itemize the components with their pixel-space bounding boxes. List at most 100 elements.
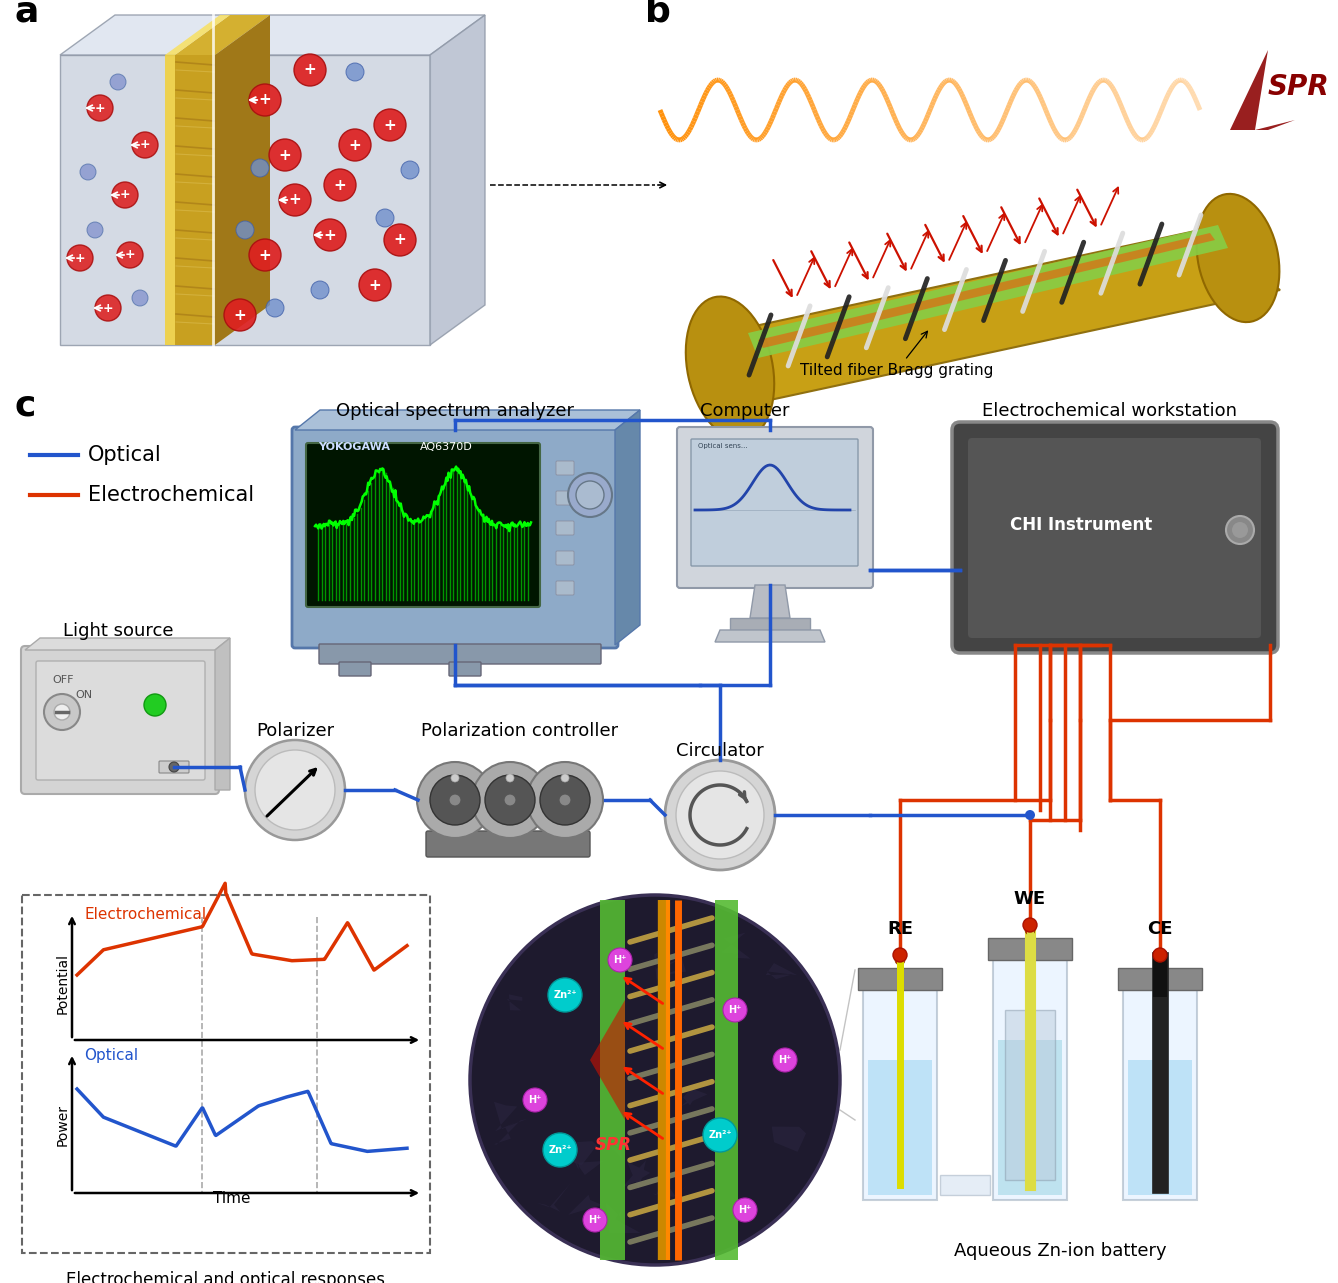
- Polygon shape: [603, 1209, 641, 1233]
- Text: Time: Time: [213, 1191, 250, 1206]
- Circle shape: [249, 83, 281, 115]
- Text: +: +: [258, 92, 272, 108]
- Polygon shape: [748, 225, 1228, 358]
- Polygon shape: [622, 1160, 650, 1189]
- FancyBboxPatch shape: [21, 896, 429, 1253]
- Circle shape: [895, 955, 904, 965]
- Circle shape: [375, 109, 405, 141]
- FancyBboxPatch shape: [159, 761, 189, 772]
- Circle shape: [339, 130, 371, 160]
- Circle shape: [549, 978, 582, 1012]
- Circle shape: [132, 132, 158, 158]
- Circle shape: [543, 1133, 577, 1168]
- Polygon shape: [615, 411, 640, 645]
- Circle shape: [249, 239, 281, 271]
- Circle shape: [429, 775, 480, 825]
- Text: Electrochemical: Electrochemical: [84, 907, 206, 922]
- FancyBboxPatch shape: [557, 521, 574, 535]
- FancyBboxPatch shape: [557, 461, 574, 475]
- Text: c: c: [13, 387, 35, 422]
- FancyBboxPatch shape: [450, 662, 480, 676]
- Circle shape: [310, 281, 329, 299]
- Circle shape: [252, 159, 269, 177]
- Circle shape: [1155, 955, 1165, 965]
- Polygon shape: [652, 1178, 690, 1197]
- Circle shape: [110, 74, 126, 90]
- Text: +: +: [304, 63, 316, 77]
- Circle shape: [1232, 522, 1248, 538]
- Text: +: +: [103, 302, 114, 314]
- Circle shape: [561, 774, 569, 783]
- Polygon shape: [1230, 50, 1295, 155]
- Circle shape: [87, 222, 103, 239]
- Text: +: +: [333, 177, 347, 192]
- Polygon shape: [772, 1126, 805, 1152]
- FancyBboxPatch shape: [21, 647, 219, 794]
- Circle shape: [559, 794, 571, 806]
- FancyBboxPatch shape: [677, 427, 872, 588]
- Circle shape: [417, 762, 492, 838]
- Polygon shape: [494, 1119, 527, 1144]
- Polygon shape: [25, 638, 230, 650]
- Polygon shape: [175, 55, 215, 345]
- Circle shape: [87, 95, 112, 121]
- Polygon shape: [429, 15, 484, 345]
- Text: Optical spectrum analyzer: Optical spectrum analyzer: [336, 402, 574, 420]
- Polygon shape: [759, 234, 1215, 348]
- Polygon shape: [993, 960, 1066, 1200]
- Polygon shape: [605, 1202, 624, 1225]
- Text: H⁺: H⁺: [529, 1094, 542, 1105]
- Text: Aqueous Zn-ion battery: Aqueous Zn-ion battery: [954, 1242, 1167, 1260]
- FancyBboxPatch shape: [292, 427, 618, 648]
- Circle shape: [132, 290, 149, 307]
- Text: SPR: SPR: [1268, 73, 1330, 101]
- Text: Light source: Light source: [63, 622, 173, 640]
- Text: H⁺: H⁺: [589, 1215, 602, 1225]
- Polygon shape: [507, 994, 522, 1011]
- Text: H⁺: H⁺: [728, 1005, 741, 1015]
- Circle shape: [294, 54, 326, 86]
- FancyBboxPatch shape: [557, 581, 574, 595]
- Polygon shape: [175, 15, 270, 55]
- Circle shape: [269, 139, 301, 171]
- FancyBboxPatch shape: [318, 644, 601, 665]
- FancyBboxPatch shape: [557, 491, 574, 506]
- Text: Polarization controller: Polarization controller: [421, 722, 618, 740]
- FancyBboxPatch shape: [557, 550, 574, 565]
- FancyBboxPatch shape: [425, 831, 590, 857]
- Circle shape: [44, 694, 80, 730]
- Polygon shape: [714, 899, 739, 1260]
- Text: CHI Instrument: CHI Instrument: [1010, 516, 1152, 534]
- Text: +: +: [139, 139, 150, 151]
- Circle shape: [376, 209, 393, 227]
- Circle shape: [665, 760, 775, 870]
- Circle shape: [1025, 810, 1036, 820]
- Circle shape: [1226, 516, 1254, 544]
- Text: ON: ON: [75, 690, 92, 701]
- Polygon shape: [165, 15, 230, 55]
- Text: YOKOGAWA: YOKOGAWA: [318, 443, 389, 452]
- Text: +: +: [234, 308, 246, 322]
- Circle shape: [583, 1209, 607, 1232]
- Polygon shape: [609, 1139, 624, 1160]
- Polygon shape: [1128, 1060, 1192, 1194]
- Text: Power: Power: [56, 1103, 70, 1146]
- Circle shape: [223, 299, 256, 331]
- Text: +: +: [258, 248, 272, 263]
- Circle shape: [723, 998, 747, 1023]
- Text: Optical: Optical: [84, 1048, 138, 1064]
- Polygon shape: [941, 1175, 990, 1194]
- Text: Tilted fiber Bragg grating: Tilted fiber Bragg grating: [800, 331, 993, 378]
- Polygon shape: [721, 933, 751, 958]
- Polygon shape: [215, 638, 230, 790]
- Circle shape: [235, 221, 254, 239]
- Ellipse shape: [686, 296, 775, 440]
- Text: Electrochemical workstation: Electrochemical workstation: [982, 402, 1238, 420]
- Polygon shape: [60, 55, 429, 345]
- Polygon shape: [494, 1102, 518, 1132]
- Text: +: +: [349, 137, 361, 153]
- Circle shape: [450, 794, 462, 806]
- Text: +: +: [384, 118, 396, 132]
- Circle shape: [145, 694, 166, 716]
- Polygon shape: [566, 1141, 597, 1165]
